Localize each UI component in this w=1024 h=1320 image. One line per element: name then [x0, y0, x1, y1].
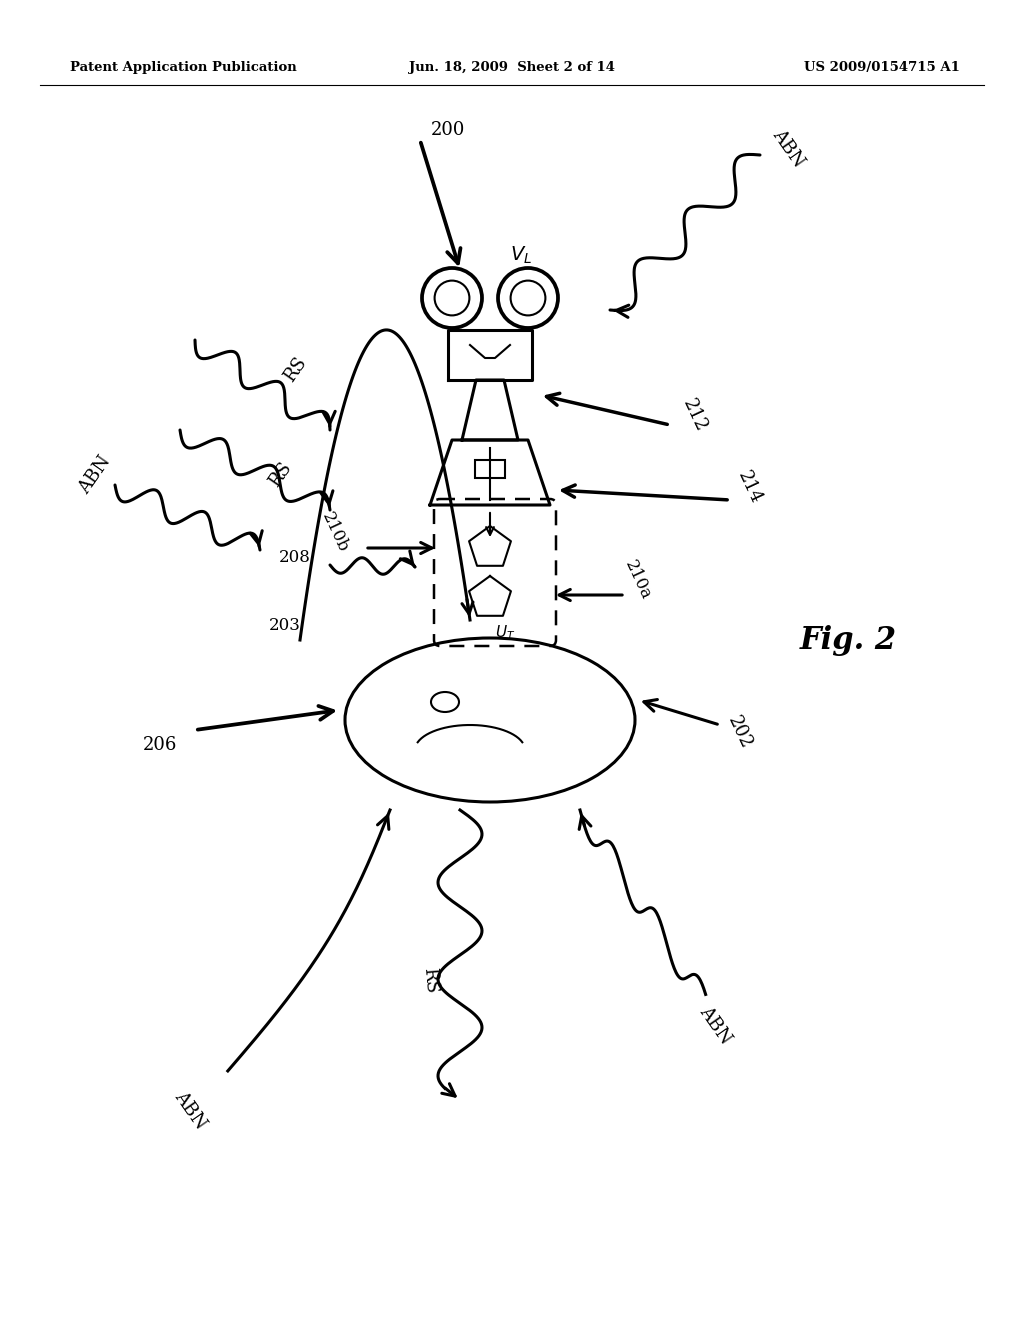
Text: ABN: ABN	[695, 1003, 734, 1047]
Text: RS: RS	[420, 966, 440, 994]
Bar	[475, 459, 505, 478]
Text: 212: 212	[680, 396, 711, 434]
Text: 200: 200	[431, 121, 465, 139]
Text: 208: 208	[280, 549, 311, 566]
Text: Fig. 2: Fig. 2	[800, 624, 897, 656]
Text: Patent Application Publication: Patent Application Publication	[70, 62, 297, 74]
Text: 202: 202	[725, 713, 756, 751]
Text: ABN: ABN	[76, 453, 115, 498]
Text: 210a: 210a	[622, 557, 654, 602]
Text: 203: 203	[269, 616, 301, 634]
Text: ABN: ABN	[769, 125, 807, 170]
Text: US 2009/0154715 A1: US 2009/0154715 A1	[804, 62, 961, 74]
Text: $V_L$: $V_L$	[510, 244, 532, 265]
Text: Jun. 18, 2009  Sheet 2 of 14: Jun. 18, 2009 Sheet 2 of 14	[409, 62, 615, 74]
Text: RS: RS	[265, 459, 295, 491]
Text: 214: 214	[734, 467, 765, 507]
Text: $U_T$: $U_T$	[495, 623, 515, 643]
Text: 210b: 210b	[318, 510, 351, 554]
Text: RS: RS	[281, 354, 310, 385]
Text: ABN: ABN	[171, 1088, 210, 1133]
Text: 206: 206	[142, 737, 177, 754]
